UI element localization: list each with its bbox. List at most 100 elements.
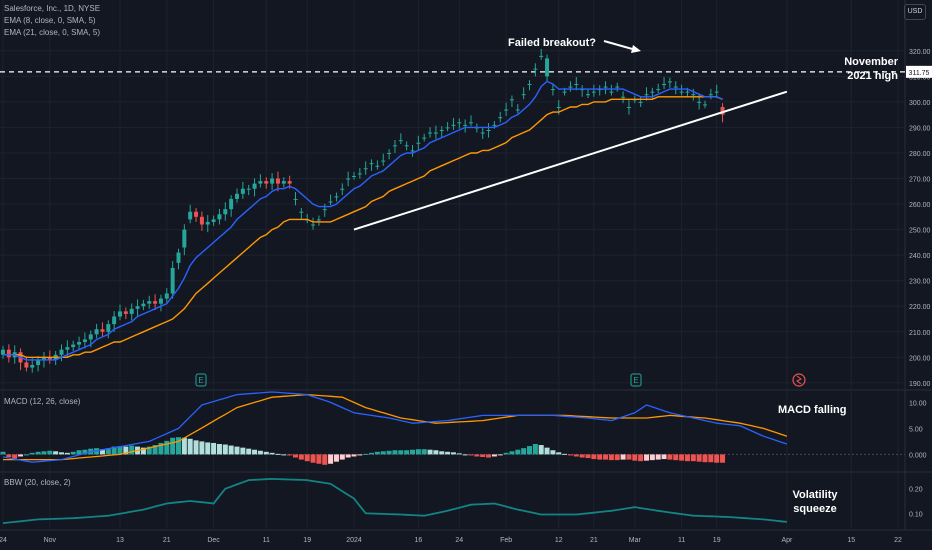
candle-body — [118, 311, 122, 317]
candle-body — [638, 101, 643, 103]
macd-histogram-bar — [64, 452, 70, 455]
macd-histogram-bar — [415, 449, 421, 455]
currency-button[interactable]: USD — [904, 4, 926, 20]
candle-body — [515, 109, 520, 111]
macd-histogram-bar — [421, 449, 427, 455]
macd-title[interactable]: MACD (12, 26, close) — [4, 397, 81, 406]
candle-body — [410, 150, 415, 152]
failed-breakout-label: Failed breakout? — [508, 37, 596, 49]
candle-body — [176, 252, 181, 263]
macd-histogram-bar — [532, 444, 538, 455]
macd-histogram-bar — [205, 442, 211, 455]
earnings-marker-icon[interactable]: E — [630, 373, 642, 387]
last-price-badge — [906, 65, 932, 78]
macd-histogram-bar — [684, 454, 690, 462]
macd-histogram-bar — [70, 451, 76, 455]
macd-histogram-bar — [211, 442, 217, 455]
macd-histogram-bar — [53, 451, 59, 455]
macd-histogram-bar — [275, 453, 281, 455]
macd-histogram-bar — [649, 454, 655, 461]
price-pane[interactable] — [0, 48, 905, 373]
candle-body — [94, 329, 99, 335]
macd-histogram-bar — [386, 450, 392, 455]
candle-body — [316, 219, 321, 221]
time-tick-label: 11 — [263, 537, 270, 544]
candle-body — [691, 94, 696, 96]
time-tick-label: 22 — [894, 537, 902, 544]
macd-histogram-bar — [47, 450, 53, 455]
candle-body — [82, 339, 87, 343]
arrow-head-icon — [631, 45, 641, 53]
candle-body — [41, 357, 46, 360]
macd-histogram-bar — [462, 454, 468, 456]
time-tick-label: 11 — [678, 537, 685, 544]
macd-histogram-bar — [322, 454, 328, 465]
macd-histogram-bar — [503, 452, 509, 455]
candle-body — [1, 349, 5, 355]
candle-body — [656, 89, 661, 91]
macd-histogram-bar — [99, 449, 105, 455]
candle-body — [281, 181, 286, 184]
macd-histogram-bar — [562, 453, 568, 455]
candle-body — [568, 86, 573, 88]
candle-body — [708, 94, 713, 96]
macd-tick-label: 0.000 — [909, 452, 927, 459]
ema8-line — [3, 80, 723, 361]
candle-body — [36, 359, 41, 366]
macd-histogram-bar — [515, 449, 521, 455]
candle-body — [650, 91, 655, 93]
bbw-pane[interactable] — [2, 477, 787, 524]
macd-histogram-bar — [427, 449, 433, 455]
candle-body — [404, 145, 409, 147]
earnings-marker-icon[interactable]: E — [195, 373, 207, 387]
candle-body — [340, 188, 345, 190]
macd-histogram-bar — [626, 454, 632, 460]
macd-histogram-bar — [117, 446, 123, 455]
nov-high-label-2: 2021 high — [847, 70, 898, 82]
bbw-line — [2, 477, 787, 524]
candle-body — [311, 224, 316, 226]
macd-histogram-bar — [35, 451, 41, 455]
candle-body — [457, 122, 462, 124]
macd-histogram-bar — [433, 450, 439, 455]
macd-pane[interactable] — [0, 391, 905, 465]
price-tick-label: 320.00 — [909, 49, 931, 56]
macd-histogram-bar — [187, 438, 193, 455]
candle-body — [720, 106, 725, 115]
candle-body — [469, 122, 473, 124]
macd-histogram-bar — [158, 442, 164, 455]
candle-body — [47, 357, 52, 360]
macd-histogram-bar — [18, 454, 24, 457]
candle-body — [527, 83, 532, 85]
candle-body — [422, 137, 427, 139]
candle-body — [673, 86, 678, 88]
candle-body — [217, 214, 222, 220]
macd-histogram-bar — [140, 447, 146, 455]
candle-body — [328, 201, 333, 203]
macd-histogram-bar — [392, 450, 398, 455]
bbw-title[interactable]: BBW (20, close, 2) — [4, 478, 71, 487]
ema21-line — [3, 96, 723, 358]
macd-histogram-bar — [708, 454, 714, 463]
macd-histogram-bar — [234, 446, 240, 455]
candle-body — [211, 219, 216, 222]
ema8-legend[interactable]: EMA (8, close, 0, SMA, 5) — [4, 16, 96, 25]
price-tick-label: 220.00 — [909, 304, 931, 311]
macd-histogram-bar — [380, 451, 386, 455]
macd-histogram-bar — [661, 454, 667, 460]
ema21-legend[interactable]: EMA (21, close, 0, SMA, 5) — [4, 28, 101, 37]
macd-histogram-bar — [105, 448, 111, 455]
macd-histogram-bar — [345, 454, 351, 458]
macd-tick-label: 10.00 — [909, 400, 927, 407]
macd-histogram-bar — [702, 454, 708, 463]
macd-histogram-bar — [357, 454, 363, 456]
candle-body — [153, 301, 158, 304]
macd-histogram-bar — [339, 454, 345, 460]
candle-body — [88, 334, 93, 340]
price-tick-label: 250.00 — [909, 228, 931, 235]
candle-body — [223, 209, 228, 215]
dividend-marker-icon[interactable] — [792, 373, 806, 387]
candle-body — [252, 183, 257, 189]
candle-body — [556, 106, 561, 108]
